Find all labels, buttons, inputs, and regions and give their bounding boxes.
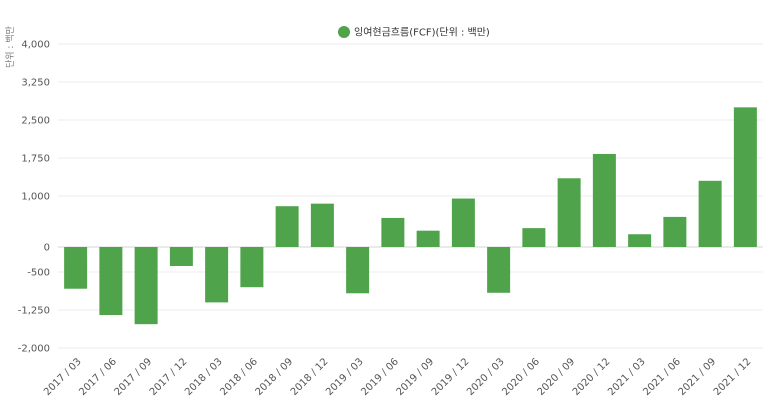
y-tick-label: 4,000 (21, 40, 50, 51)
bar[interactable] (451, 198, 475, 247)
bar[interactable] (663, 216, 687, 247)
bar[interactable] (310, 203, 334, 247)
y-tick-label: -2,000 (18, 344, 50, 355)
bar[interactable] (134, 247, 158, 325)
bar[interactable] (205, 247, 229, 303)
bar[interactable] (99, 247, 123, 316)
y-tick-label: 2,500 (21, 116, 50, 127)
bar[interactable] (628, 234, 652, 247)
bar[interactable] (346, 247, 370, 294)
y-unit-label: 단위 : 백만 (5, 26, 16, 68)
bar[interactable] (522, 228, 546, 247)
y-tick-label: -500 (27, 268, 50, 279)
bar[interactable] (416, 230, 440, 247)
bar[interactable] (592, 153, 616, 247)
bar[interactable] (733, 107, 757, 247)
y-tick-label: 1,000 (21, 192, 50, 203)
y-tick-label: 1,750 (21, 154, 50, 165)
y-tick-label: 3,250 (21, 78, 50, 89)
bar[interactable] (381, 217, 405, 247)
bars-layer (64, 107, 757, 325)
bar[interactable] (275, 206, 299, 247)
bar[interactable] (240, 247, 264, 288)
bar[interactable] (169, 247, 193, 266)
grid-layer (58, 43, 763, 349)
legend-swatch[interactable] (338, 26, 350, 38)
y-tick-label: 0 (44, 243, 50, 254)
x-tick-label: 2021 / 12 (712, 356, 754, 398)
bar[interactable] (487, 247, 511, 293)
y-tick-label: -1,250 (18, 306, 50, 317)
bar[interactable] (64, 247, 88, 289)
legend-label[interactable]: 잉여현금흐름(FCF)(단위 : 백만) (354, 26, 490, 39)
bar[interactable] (698, 180, 722, 247)
bar[interactable] (557, 178, 581, 247)
legend[interactable]: 잉여현금흐름(FCF)(단위 : 백만) (338, 26, 490, 39)
